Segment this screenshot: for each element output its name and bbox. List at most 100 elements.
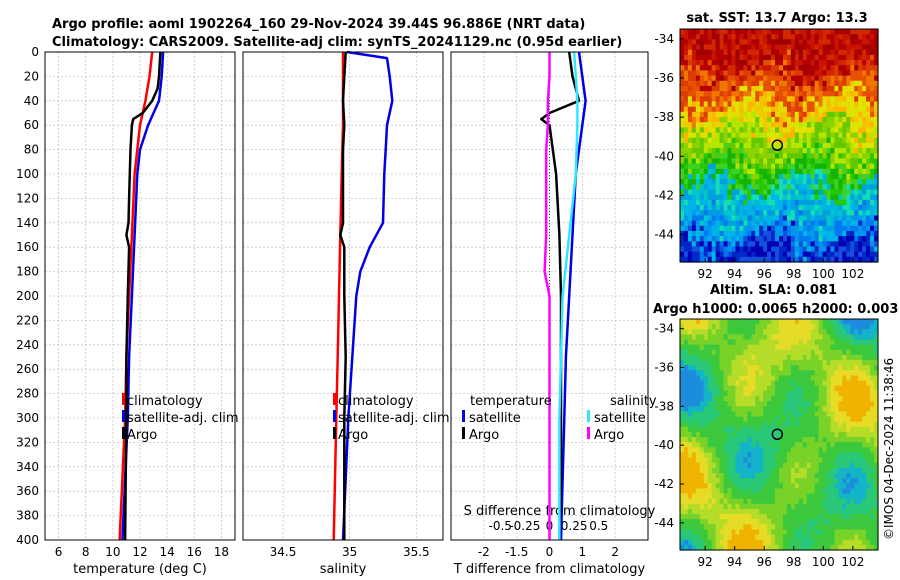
map-cell xyxy=(794,478,800,484)
map-cell xyxy=(767,39,772,46)
map-cell xyxy=(680,246,685,253)
map-cell xyxy=(707,488,713,495)
map-cell xyxy=(786,442,792,448)
map-cell xyxy=(755,158,760,165)
map-cell xyxy=(715,473,721,479)
map-cell xyxy=(775,158,780,165)
map-cell xyxy=(691,251,697,258)
map-cell xyxy=(755,142,760,149)
map-cell xyxy=(775,194,780,201)
map-cell xyxy=(683,488,689,495)
map-cell xyxy=(723,508,729,515)
map-cell xyxy=(866,70,871,77)
map-cell xyxy=(858,401,863,407)
map-cell xyxy=(790,137,796,144)
legend-swatch xyxy=(587,410,590,422)
map-cell xyxy=(874,437,879,443)
map-cell xyxy=(782,256,788,263)
map-cell xyxy=(818,96,824,103)
map-cell xyxy=(747,426,752,433)
map-cell xyxy=(846,251,851,258)
map-cell xyxy=(838,137,843,144)
map-cell xyxy=(818,457,824,464)
map-cell xyxy=(870,534,875,541)
map-cell xyxy=(699,385,705,392)
map-cell xyxy=(806,349,812,356)
map-cell xyxy=(779,127,784,134)
map-cell xyxy=(826,544,832,551)
map-cell xyxy=(854,34,859,40)
map-cell xyxy=(711,34,717,40)
map-cell xyxy=(691,390,697,397)
map-cell xyxy=(826,29,832,35)
map-cell xyxy=(751,44,756,51)
map-cell xyxy=(850,127,855,134)
map-cell xyxy=(846,493,851,500)
map-cell xyxy=(687,354,693,361)
map-cell xyxy=(830,54,836,61)
map-cell xyxy=(751,39,756,46)
map-cell xyxy=(707,246,713,253)
map-cell xyxy=(743,122,748,128)
map-cell xyxy=(723,442,729,448)
map-cell xyxy=(814,101,820,108)
series-line-salinity-argo xyxy=(543,52,551,540)
map-cell xyxy=(731,498,737,505)
map-cell xyxy=(874,457,879,464)
map-cell xyxy=(775,488,780,495)
map-cell xyxy=(854,406,859,412)
map-cell xyxy=(751,96,756,103)
map-cell xyxy=(715,199,721,206)
map-cell xyxy=(743,467,748,474)
map-cell xyxy=(790,354,796,361)
map-cell xyxy=(775,339,780,346)
map-cell xyxy=(866,406,871,412)
map-cell xyxy=(723,370,729,377)
map-y-tick-label: -34 xyxy=(654,322,674,336)
map-cell xyxy=(874,127,879,134)
map-cell xyxy=(683,426,689,433)
map-cell xyxy=(727,503,733,510)
map-cell xyxy=(767,184,772,191)
map-cell xyxy=(743,91,748,97)
map-cell xyxy=(680,431,685,438)
map-cell xyxy=(715,431,721,438)
map-cell xyxy=(695,65,701,72)
map-cell xyxy=(771,334,776,341)
map-cell xyxy=(842,210,847,216)
map-cell xyxy=(854,184,859,191)
map-cell xyxy=(822,106,828,113)
map-cell xyxy=(802,385,808,392)
map-cell xyxy=(699,142,705,149)
map-cell xyxy=(850,437,855,443)
map-cell xyxy=(715,406,721,412)
map-cell xyxy=(687,194,693,201)
map-cell xyxy=(695,127,701,134)
map-cell xyxy=(703,75,709,82)
map-cell xyxy=(767,75,772,82)
map-cell xyxy=(802,256,808,263)
map-cell xyxy=(687,117,693,123)
map-cell xyxy=(798,96,804,103)
map-cell xyxy=(691,163,697,170)
map-cell xyxy=(759,132,764,139)
map-cell xyxy=(818,319,824,325)
map-cell xyxy=(798,215,804,222)
map-cell xyxy=(870,230,875,237)
map-cell xyxy=(775,179,780,185)
map-cell xyxy=(794,370,800,377)
map-cell xyxy=(731,360,737,366)
map-cell xyxy=(850,457,855,464)
map-cell xyxy=(802,49,808,56)
map-cell xyxy=(703,544,709,551)
map-cell xyxy=(687,514,693,520)
map-cell xyxy=(703,215,709,222)
map-cell xyxy=(683,111,689,118)
map-cell xyxy=(782,60,788,66)
map-cell xyxy=(703,431,709,438)
map-cell xyxy=(790,437,796,443)
map-cell xyxy=(866,411,871,418)
map-cell xyxy=(759,168,764,175)
map-cell xyxy=(834,390,839,397)
map-cell xyxy=(818,349,824,356)
